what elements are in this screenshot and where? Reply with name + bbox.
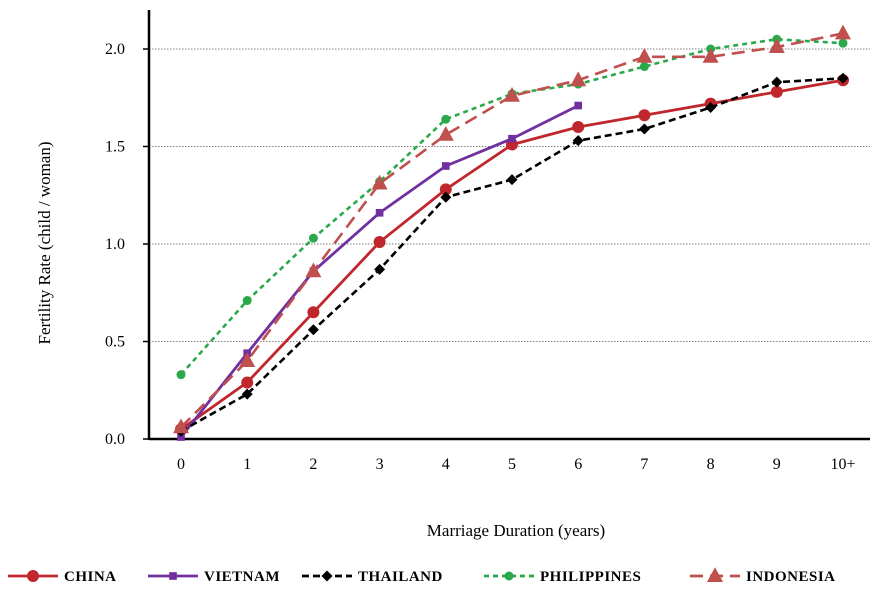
legend-label: THAILAND — [358, 569, 443, 585]
legend-item-vietnam: VIETNAM — [148, 569, 280, 585]
x-tick-label: 2 — [309, 456, 317, 473]
legend-item-china: CHINA — [8, 569, 117, 585]
x-tick-label: 0 — [177, 456, 185, 473]
series-china — [175, 74, 849, 436]
data-point — [707, 567, 723, 582]
data-point — [441, 114, 451, 124]
x-tick-label: 5 — [508, 456, 516, 473]
legend-label: INDONESIA — [746, 569, 836, 585]
data-point — [638, 109, 651, 122]
y-axis-title: Fertility Rate (child / woman) — [35, 141, 54, 344]
data-point — [241, 388, 253, 400]
data-point — [374, 263, 386, 275]
x-tick-label: 1 — [243, 456, 251, 473]
legend-label: CHINA — [64, 569, 117, 585]
data-point — [702, 48, 719, 63]
data-point — [375, 208, 384, 217]
data-point — [441, 162, 450, 170]
legend-label: VIETNAM — [204, 569, 280, 585]
data-point — [636, 48, 653, 63]
data-point — [176, 370, 186, 380]
legend-label: PHILIPPINES — [540, 569, 641, 585]
data-point — [440, 191, 452, 203]
series-line — [180, 32, 844, 429]
data-point — [439, 183, 452, 196]
data-point — [241, 376, 254, 389]
y-tick-label: 0.0 — [105, 431, 125, 448]
data-point — [768, 38, 785, 54]
y-tick-label: 0.5 — [105, 334, 125, 351]
series-thailand — [175, 72, 849, 437]
x-tick-label: 6 — [574, 456, 582, 473]
data-point — [504, 87, 520, 102]
x-tick-label: 4 — [442, 456, 450, 473]
series-line — [180, 78, 844, 431]
x-tick-label: 9 — [773, 456, 781, 473]
data-point — [572, 135, 584, 147]
data-point — [173, 418, 189, 434]
data-point — [504, 571, 514, 581]
data-point — [373, 236, 386, 249]
legend-item-philippines: PHILIPPINES — [484, 569, 641, 585]
data-point — [177, 433, 185, 441]
series — [173, 24, 851, 441]
data-point — [838, 38, 848, 48]
data-point — [835, 24, 851, 40]
legend-item-indonesia: INDONESIA — [690, 567, 836, 585]
x-axis-title: Marriage Duration (years) — [427, 521, 605, 540]
data-point — [305, 262, 322, 278]
data-point — [307, 306, 320, 319]
y-tick-label: 1.0 — [105, 236, 125, 253]
data-point — [308, 233, 318, 243]
series-line — [180, 77, 844, 433]
data-point — [570, 71, 587, 87]
data-point — [321, 570, 333, 582]
data-point — [705, 102, 717, 113]
data-point — [506, 174, 518, 186]
data-point — [307, 324, 319, 336]
data-point — [169, 572, 177, 580]
x-tick-label: 8 — [707, 456, 715, 473]
y-tick-label: 2.0 — [105, 41, 125, 58]
data-point — [508, 134, 516, 143]
data-point — [242, 296, 252, 306]
data-point — [239, 352, 256, 367]
data-point — [770, 85, 783, 98]
x-tick-label: 7 — [640, 456, 648, 473]
data-point — [639, 62, 649, 72]
axes: 0.0 0.5 1.0 1.5 2.0 0 1 2 3 4 5 6 7 8 9 10+ — [105, 10, 870, 473]
series-philippines — [176, 34, 848, 380]
legend-item-thailand: THAILAND — [302, 569, 443, 585]
data-point — [27, 570, 39, 582]
data-point — [638, 123, 650, 135]
series-indonesia — [173, 24, 851, 434]
data-point — [837, 72, 849, 84]
legend: CHINA VIETNAM THAILAND PHILIPPINES INDONESIA — [8, 567, 836, 585]
y-tick-label: 1.5 — [105, 139, 125, 156]
data-point — [572, 121, 585, 133]
x-tick-label: 10+ — [830, 456, 855, 473]
x-tick-label: 3 — [376, 456, 384, 473]
data-point — [371, 174, 388, 190]
data-point — [574, 101, 583, 110]
data-point — [437, 126, 454, 141]
data-point — [771, 76, 783, 88]
